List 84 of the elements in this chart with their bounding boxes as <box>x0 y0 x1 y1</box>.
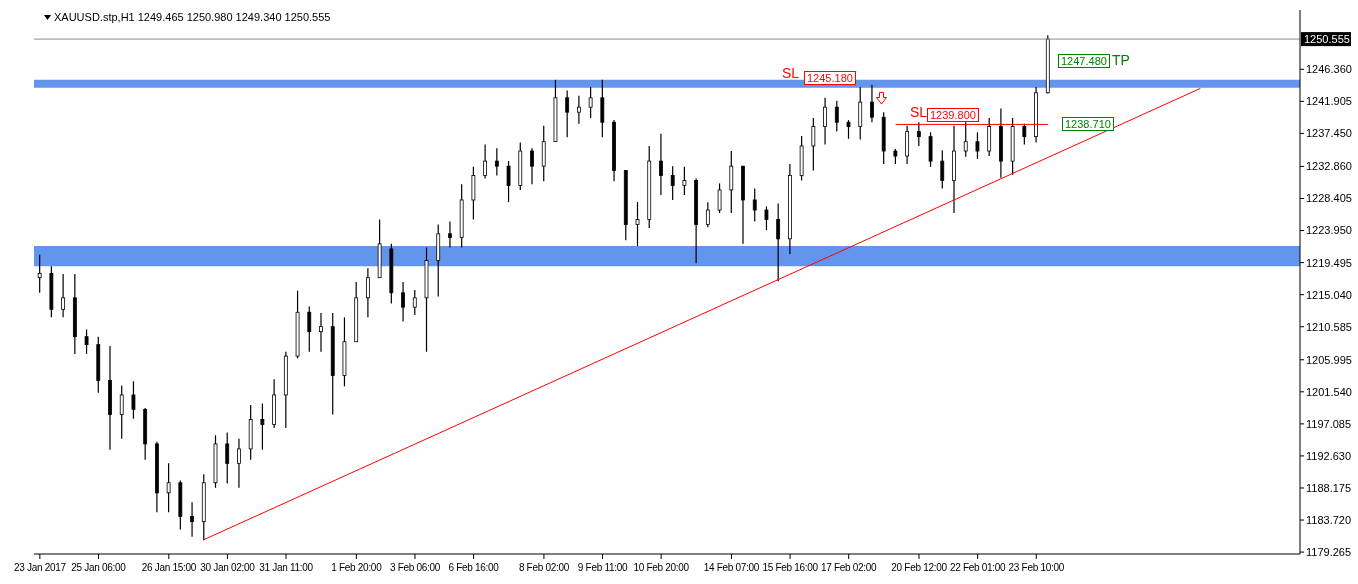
candlestick <box>412 289 417 316</box>
candlestick <box>119 385 124 440</box>
candlestick <box>717 182 722 214</box>
candlestick <box>588 86 593 119</box>
candlestick <box>670 165 675 201</box>
annotation: 1238.710 <box>1062 117 1114 131</box>
candlestick <box>635 201 640 247</box>
y-tick-label: 1228.405 <box>1306 192 1352 205</box>
candlestick <box>682 166 687 196</box>
x-tick-label: 17 Feb 02:00 <box>821 562 878 573</box>
x-tick-label: 23 Jan 2017 <box>13 562 67 573</box>
candlestick <box>659 133 663 196</box>
annotation: 1245.180 <box>804 71 856 85</box>
candlestick <box>811 117 816 172</box>
candlestick <box>84 328 89 355</box>
candlestick <box>166 462 171 513</box>
candlestick <box>190 501 194 538</box>
y-tick-label: 1201.540 <box>1306 385 1352 398</box>
candlestick <box>846 119 851 140</box>
y-tick-label: 1183.720 <box>1306 513 1352 526</box>
x-tick-label: 1 Feb 20:00 <box>331 562 383 573</box>
y-tick-label: 1237.450 <box>1306 127 1352 140</box>
x-tick-label: 31 Jan 11:00 <box>259 562 314 573</box>
candlestick <box>307 305 312 353</box>
candlestick <box>260 403 265 451</box>
y-tick-label: 1188.175 <box>1306 481 1352 494</box>
x-tick-label: 20 Feb 12:00 <box>891 562 948 573</box>
x-tick-label: 23 Feb 10:00 <box>1008 562 1065 573</box>
candlestick <box>448 220 452 249</box>
x-tick-label: 15 Feb 16:00 <box>762 562 819 573</box>
candlestick <box>729 150 734 214</box>
x-tick-label: 6 Feb 16:00 <box>448 562 500 573</box>
candlestick <box>401 281 405 323</box>
y-tick-label: 1232.860 <box>1306 160 1352 173</box>
candlestick <box>319 312 323 353</box>
candlestick <box>975 131 980 160</box>
annotation: 1247.480 <box>1058 54 1110 68</box>
candlestick <box>752 187 757 223</box>
chart-title: XAUUSD.stp,H1 1249.465 1250.980 1249.340 1250.555 <box>54 11 331 23</box>
x-tick-label: 22 Feb 01:00 <box>949 562 1007 573</box>
y-tick-label: 1223.950 <box>1306 224 1352 237</box>
x-tick-label: 25 Jan 06:00 <box>71 562 127 573</box>
candlestick <box>565 89 570 138</box>
x-tick-label: 9 Feb 11:00 <box>577 562 628 573</box>
candlestick <box>237 438 241 489</box>
candlestick <box>705 201 710 228</box>
y-tick-label: 1197.085 <box>1306 417 1352 430</box>
candlestick <box>225 431 230 485</box>
x-tick-label: 10 Feb 20:00 <box>633 562 690 573</box>
candlestick <box>776 202 781 282</box>
candlestick <box>506 160 511 203</box>
candlestick <box>61 273 66 318</box>
candlestick <box>576 95 581 125</box>
candlestick <box>365 267 370 318</box>
candlestick <box>483 143 488 179</box>
candlestick <box>131 380 136 420</box>
annotation: SL <box>910 104 928 120</box>
annotation: SL <box>782 65 800 81</box>
y-tick-label: 1241.905 <box>1306 95 1352 108</box>
candlestick <box>940 149 945 190</box>
candlestick <box>764 205 769 231</box>
annotation: TP <box>1112 52 1130 68</box>
candlestick <box>870 84 874 123</box>
x-tick-label: 26 Jan 15:00 <box>141 562 197 573</box>
candlestick <box>494 147 499 177</box>
y-tick-label: 1246.360 <box>1306 63 1352 76</box>
y-tick-label: 1192.630 <box>1306 449 1352 462</box>
y-tick-label: 1179.265 <box>1306 546 1352 558</box>
x-tick-label: 30 Jan 02:00 <box>200 562 256 573</box>
candlestick <box>916 121 921 147</box>
candlestick <box>1022 123 1027 146</box>
x-tick-label: 14 Feb 07:00 <box>703 562 760 573</box>
y-tick-label: 1219.495 <box>1306 256 1352 269</box>
x-tick-label: 3 Feb 06:00 <box>389 562 441 573</box>
y-tick-label: 1205.995 <box>1306 353 1352 366</box>
y-tick-label: 1210.585 <box>1306 320 1352 333</box>
candlestick <box>834 100 839 133</box>
annotation: 1239.800 <box>927 108 979 122</box>
candlestick <box>37 254 42 294</box>
candlestick <box>823 97 827 146</box>
x-tick-label: 8 Feb 02:00 <box>518 562 570 573</box>
ref-line-label: 1250.555 <box>1304 33 1350 46</box>
candlestick <box>530 147 534 185</box>
y-tick-label: 1215.040 <box>1306 288 1352 301</box>
